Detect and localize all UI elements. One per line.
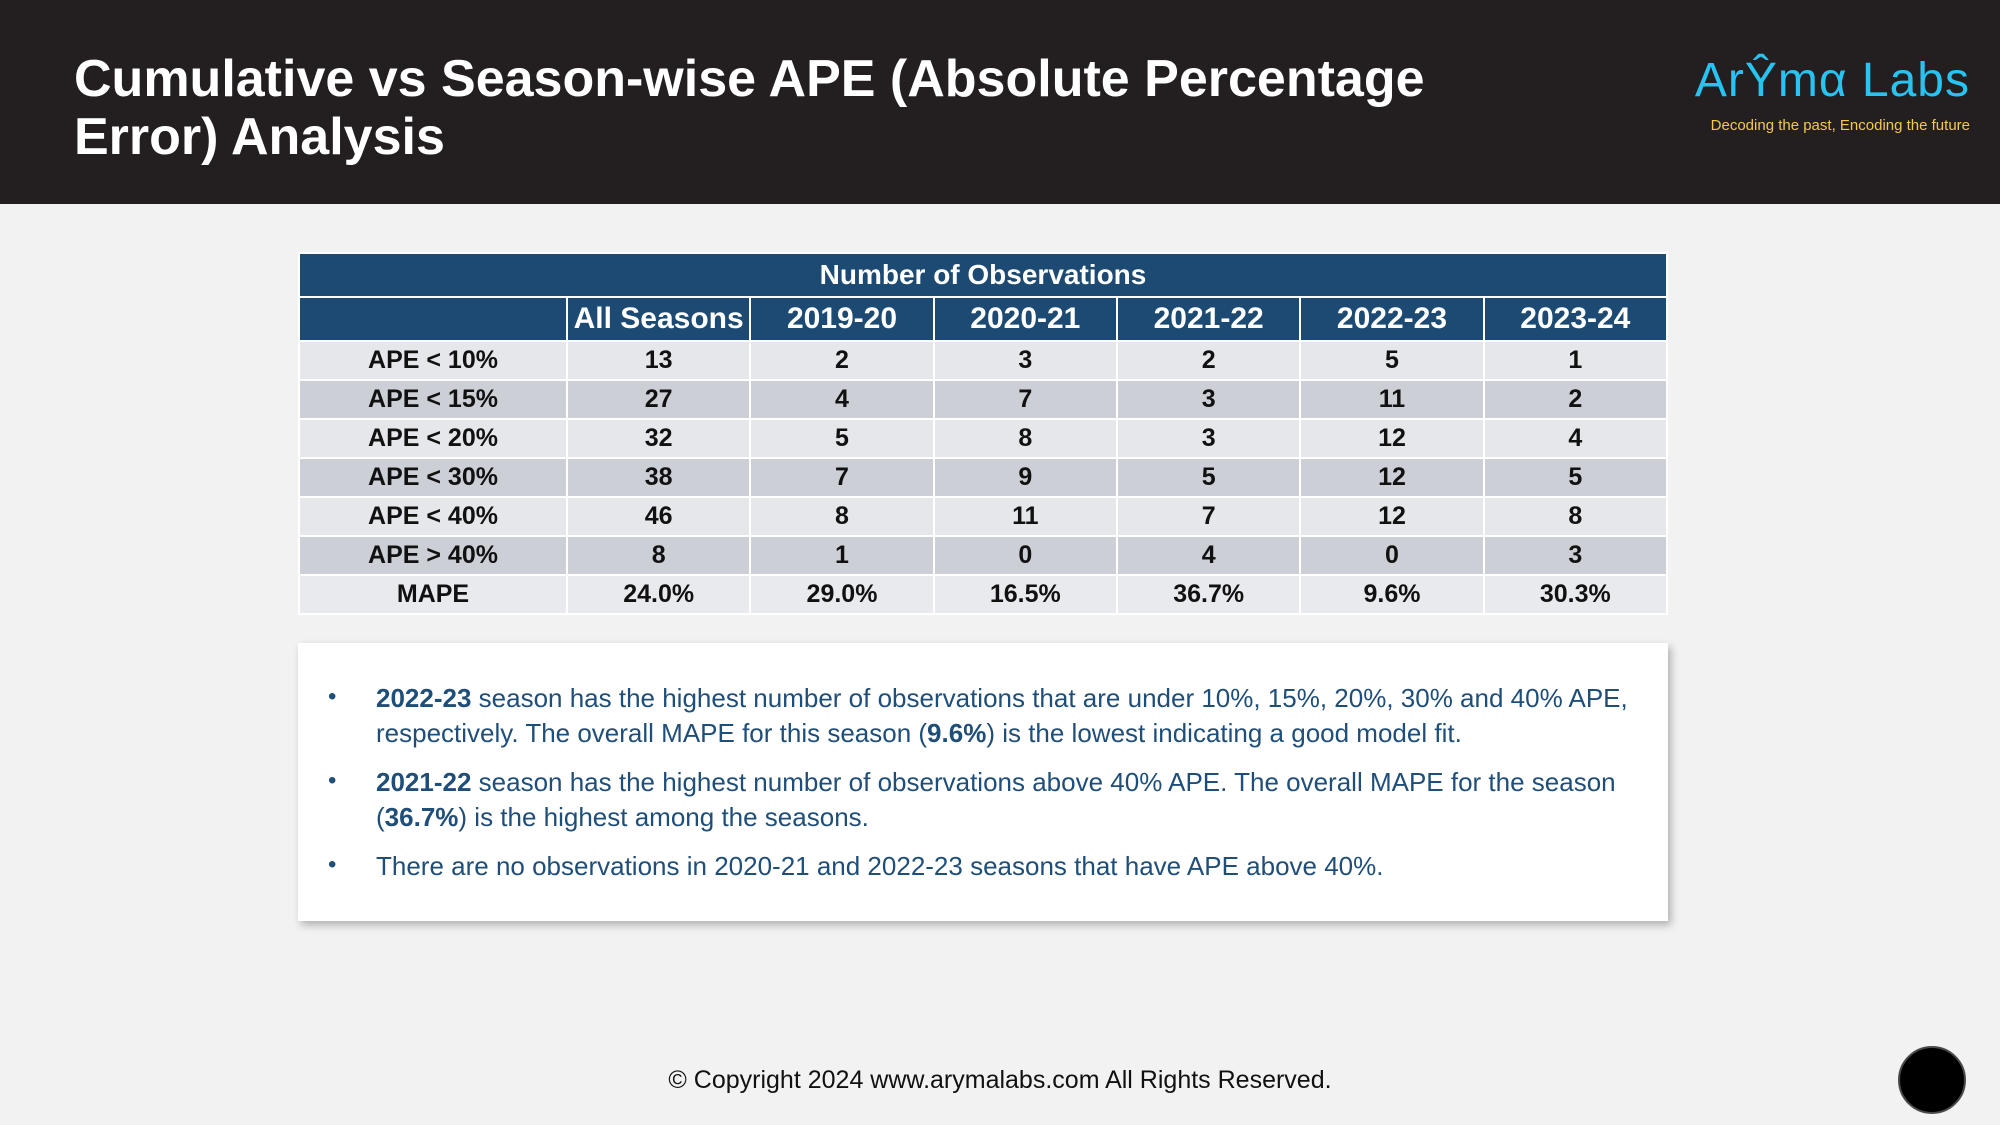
table-cell: 1 bbox=[1482, 340, 1669, 381]
copyright-footer: © Copyright 2024 www.arymalabs.com All R… bbox=[668, 1066, 1332, 1094]
bullet-marker: • bbox=[328, 851, 337, 878]
table-cell: 32 bbox=[565, 418, 752, 459]
column-header: 2021-22 bbox=[1115, 296, 1302, 342]
insight-highlight: 36.7% bbox=[384, 802, 459, 832]
insight-bullet: • 2022-23 season has the highest number … bbox=[328, 681, 1628, 751]
table-cell: 11 bbox=[932, 496, 1118, 537]
table-cell: 0 bbox=[932, 535, 1118, 576]
row-label: APE < 10% bbox=[298, 340, 568, 381]
table-cell: 8 bbox=[565, 535, 752, 576]
table-row: APE < 15% 27 4 7 3 11 2 bbox=[298, 379, 1669, 420]
table-row: APE < 10% 13 2 3 2 5 1 bbox=[298, 340, 1669, 381]
table-row: APE < 30% 38 7 9 5 12 5 bbox=[298, 457, 1669, 498]
table-cell: 46 bbox=[565, 496, 752, 537]
column-header: 2022-23 bbox=[1299, 296, 1485, 342]
column-header: 2019-20 bbox=[749, 296, 935, 342]
circle-button[interactable] bbox=[1898, 1046, 1966, 1114]
column-header: 2023-24 bbox=[1482, 296, 1669, 342]
table-cell: 8 bbox=[749, 496, 935, 537]
table-cell: 5 bbox=[749, 418, 935, 459]
table-cell: 3 bbox=[1115, 418, 1302, 459]
table-cell: 5 bbox=[1482, 457, 1669, 498]
table-cell: 3 bbox=[932, 340, 1118, 381]
table-cell: 9.6% bbox=[1299, 574, 1485, 615]
insight-text: ) is the highest among the seasons. bbox=[458, 802, 869, 832]
table-cell: 16.5% bbox=[932, 574, 1118, 615]
table-cell: 7 bbox=[749, 457, 935, 498]
column-header bbox=[298, 296, 568, 342]
bullet-marker: • bbox=[328, 767, 337, 794]
table-row: APE < 40% 46 8 11 7 12 8 bbox=[298, 496, 1669, 537]
table-cell: 2 bbox=[1115, 340, 1302, 381]
table-row: APE < 20% 32 5 8 3 12 4 bbox=[298, 418, 1669, 459]
observations-table: Number of Observations All Seasons 2019-… bbox=[298, 252, 1669, 615]
insight-highlight: 9.6% bbox=[927, 718, 987, 748]
table-cell: 24.0% bbox=[565, 574, 752, 615]
table-header-row: All Seasons 2019-20 2020-21 2021-22 2022… bbox=[298, 296, 1669, 342]
header-bar: Cumulative vs Season-wise APE (Absolute … bbox=[0, 0, 2000, 204]
table-cell: 12 bbox=[1299, 496, 1485, 537]
table-row: APE > 40% 8 1 0 4 0 3 bbox=[298, 535, 1669, 576]
row-label: APE < 40% bbox=[298, 496, 568, 537]
table-cell: 7 bbox=[932, 379, 1118, 420]
table-caption: Number of Observations bbox=[298, 252, 1668, 298]
table-cell: 3 bbox=[1482, 535, 1669, 576]
page-title: Cumulative vs Season-wise APE (Absolute … bbox=[74, 50, 1425, 166]
insight-text: ) is the lowest indicating a good model … bbox=[986, 718, 1462, 748]
row-label: APE > 40% bbox=[298, 535, 568, 576]
table-cell: 9 bbox=[932, 457, 1118, 498]
logo-tagline: Decoding the past, Encoding the future bbox=[1710, 117, 1970, 134]
row-label: MAPE bbox=[298, 574, 568, 615]
insight-highlight: 2022-23 bbox=[376, 683, 472, 713]
table-cell: 8 bbox=[1482, 496, 1669, 537]
row-label: APE < 15% bbox=[298, 379, 568, 420]
logo-name: ArŶmα Labs bbox=[1694, 54, 1970, 107]
table-cell: 4 bbox=[749, 379, 935, 420]
table-cell: 4 bbox=[1115, 535, 1302, 576]
insight-text: season has the highest number of observa… bbox=[376, 683, 1628, 748]
table-cell: 27 bbox=[565, 379, 752, 420]
table-cell: 5 bbox=[1115, 457, 1302, 498]
insight-bullet: • There are no observations in 2020-21 a… bbox=[328, 849, 1628, 884]
table-cell: 2 bbox=[1482, 379, 1669, 420]
table-cell: 30.3% bbox=[1482, 574, 1669, 615]
row-label: APE < 30% bbox=[298, 457, 568, 498]
table-cell: 13 bbox=[565, 340, 752, 381]
insight-text: There are no observations in 2020-21 and… bbox=[376, 851, 1384, 881]
table-cell: 5 bbox=[1299, 340, 1485, 381]
brand-logo: ArŶmα Labs Decoding the past, Encoding t… bbox=[1695, 52, 1970, 136]
bullet-marker: • bbox=[328, 683, 337, 710]
observations-table-wrapper: Number of Observations All Seasons 2019-… bbox=[298, 252, 1669, 615]
column-header: 2020-21 bbox=[932, 296, 1118, 342]
table-cell: 12 bbox=[1299, 457, 1485, 498]
table-cell: 11 bbox=[1299, 379, 1485, 420]
column-header: All Seasons bbox=[565, 296, 752, 342]
table-cell: 36.7% bbox=[1115, 574, 1302, 615]
table-cell: 7 bbox=[1115, 496, 1302, 537]
insight-bullet: • 2021-22 season has the highest number … bbox=[328, 765, 1628, 835]
insight-highlight: 2021-22 bbox=[376, 767, 472, 797]
row-label: APE < 20% bbox=[298, 418, 568, 459]
table-cell: 12 bbox=[1299, 418, 1485, 459]
table-cell: 4 bbox=[1482, 418, 1669, 459]
table-cell: 29.0% bbox=[749, 574, 935, 615]
table-cell: 1 bbox=[749, 535, 935, 576]
table-row-mape: MAPE 24.0% 29.0% 16.5% 36.7% 9.6% 30.3% bbox=[298, 574, 1669, 615]
insight-text: season has the highest number of observa… bbox=[376, 767, 1616, 832]
table-cell: 3 bbox=[1115, 379, 1302, 420]
table-cell: 38 bbox=[565, 457, 752, 498]
table-cell: 0 bbox=[1299, 535, 1485, 576]
insights-box: • 2022-23 season has the highest number … bbox=[298, 643, 1668, 921]
table-cell: 8 bbox=[932, 418, 1118, 459]
table-cell: 2 bbox=[749, 340, 935, 381]
